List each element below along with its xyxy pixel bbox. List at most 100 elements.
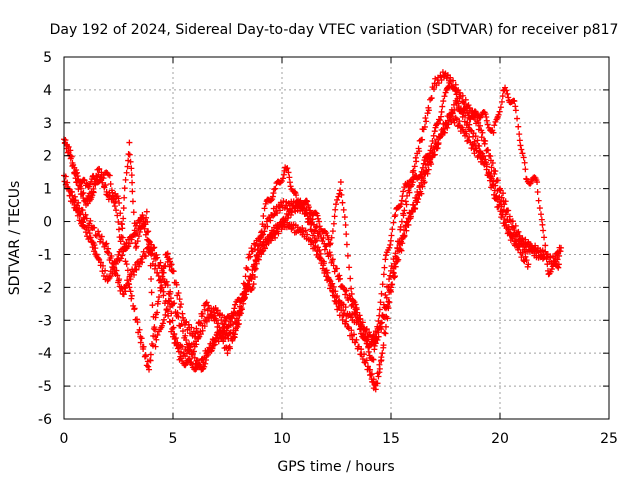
data-point	[382, 252, 389, 259]
data-point	[152, 343, 159, 350]
data-point	[115, 226, 122, 233]
data-point	[469, 141, 476, 148]
data-point	[133, 266, 140, 273]
data-point	[123, 261, 130, 268]
data-point	[373, 330, 380, 337]
data-point	[281, 221, 288, 228]
data-point	[179, 343, 186, 350]
data-point	[83, 215, 90, 222]
data-point	[160, 288, 167, 295]
data-point	[247, 253, 254, 260]
data-point	[82, 211, 89, 218]
data-point	[403, 201, 410, 208]
data-point	[171, 335, 178, 342]
data-point	[434, 120, 441, 127]
data-point	[153, 336, 160, 343]
data-point	[419, 136, 426, 143]
data-point	[205, 302, 212, 309]
data-point	[534, 179, 541, 186]
data-point	[343, 231, 350, 238]
data-point	[285, 169, 292, 176]
data-point	[359, 355, 366, 362]
data-point	[219, 327, 226, 334]
data-point	[293, 192, 300, 199]
data-point	[368, 370, 375, 377]
data-point	[401, 207, 408, 214]
data-point	[381, 264, 388, 271]
data-point	[463, 130, 470, 137]
data-point	[438, 76, 445, 83]
data-point	[212, 334, 219, 341]
data-point	[156, 277, 163, 284]
data-point	[81, 177, 88, 184]
data-point	[230, 312, 237, 319]
data-point	[243, 264, 250, 271]
data-point	[136, 326, 143, 333]
data-point	[70, 161, 77, 168]
data-point	[224, 350, 231, 357]
series-track-4	[71, 77, 562, 373]
data-point	[195, 334, 202, 341]
y-tick-label: -4	[38, 346, 52, 362]
data-point	[451, 119, 458, 126]
data-point	[126, 240, 133, 247]
data-point	[380, 342, 387, 349]
data-point	[435, 141, 442, 148]
data-point	[334, 293, 341, 300]
data-point	[389, 281, 396, 288]
data-point	[292, 208, 299, 215]
data-point	[283, 165, 290, 172]
data-point	[328, 234, 335, 241]
data-point	[431, 128, 438, 135]
data-point	[348, 290, 355, 297]
data-point	[548, 266, 555, 273]
data-point	[386, 287, 393, 294]
data-point	[107, 180, 114, 187]
data-point	[97, 259, 104, 266]
data-point	[366, 329, 373, 336]
data-point	[172, 339, 179, 346]
data-point	[521, 159, 528, 166]
data-point	[452, 87, 459, 94]
data-point	[358, 346, 365, 353]
data-point	[534, 189, 541, 196]
data-point	[131, 271, 138, 278]
data-point	[313, 224, 320, 231]
data-point	[175, 290, 182, 297]
data-point	[515, 228, 522, 235]
data-point	[169, 317, 176, 324]
data-point	[478, 134, 485, 141]
data-point	[538, 216, 545, 223]
data-point	[341, 214, 348, 221]
data-point	[363, 357, 370, 364]
x-tick-label: 15	[382, 431, 400, 447]
data-point	[337, 187, 344, 194]
data-point	[421, 179, 428, 186]
data-point	[498, 98, 505, 105]
data-point	[473, 147, 480, 154]
data-point	[420, 160, 427, 167]
data-point	[154, 309, 161, 316]
data-point	[367, 332, 374, 339]
data-point	[407, 213, 414, 220]
data-point	[314, 248, 321, 255]
data-point	[178, 301, 185, 308]
data-point	[512, 238, 519, 245]
data-point	[370, 356, 377, 363]
data-point	[140, 343, 147, 350]
data-point	[456, 118, 463, 125]
data-point	[207, 311, 214, 318]
data-point	[370, 333, 377, 340]
data-point	[95, 228, 102, 235]
data-point	[504, 90, 511, 97]
data-point	[334, 196, 341, 203]
data-point	[381, 313, 388, 320]
data-point	[511, 98, 518, 105]
data-point	[320, 260, 327, 267]
data-point	[103, 188, 110, 195]
data-point	[412, 205, 419, 212]
data-point	[288, 209, 295, 216]
data-point	[137, 339, 144, 346]
data-point	[284, 165, 291, 172]
data-point	[489, 182, 496, 189]
